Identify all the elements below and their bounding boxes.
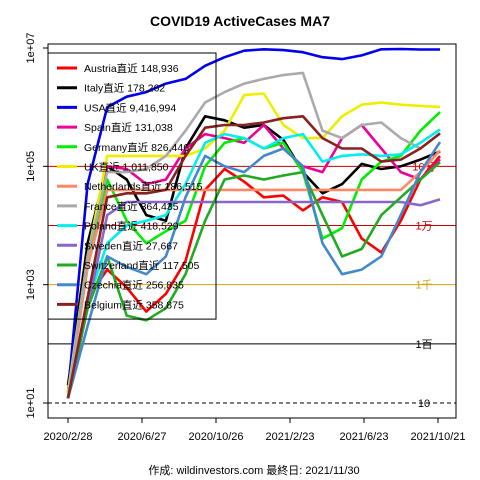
plot-series: [66, 47, 442, 399]
legend-label: UK直近 1,011,850: [84, 161, 169, 174]
legend: Austria直近 148,936 Italy直近 178,262 USA直近 9,…: [47, 52, 217, 320]
legend-label: Spain直近 131,038: [84, 121, 173, 134]
reference-line-label: 1千: [415, 279, 432, 292]
y-axis: 1e+01 1e+03 1e+05 1e+07: [25, 33, 48, 419]
x-tick-label: 2021/10/21: [410, 431, 465, 443]
legend-label: Poland直近 418,529: [84, 220, 179, 233]
series-line-sweden: [66, 198, 441, 399]
chart-caption: 作成: wildinvestors.com 最終日: 2021/11/30: [148, 463, 359, 477]
series-line-poland: [66, 128, 441, 399]
legend-label: Belgium直近 358,875: [84, 298, 184, 311]
series-line-switzerland: [66, 161, 441, 399]
x-tick-label: 2020/10/26: [188, 431, 243, 443]
reference-line-label: 1万: [415, 221, 432, 233]
series-line-belgium: [66, 115, 441, 399]
series-line-uk: [66, 92, 441, 393]
y-tick-label: 1e+05: [25, 151, 37, 182]
x-axis: 2020/2/28 2020/6/27 2020/10/26 2021/2/23 202…: [44, 418, 466, 443]
series-line-italy: [66, 115, 441, 386]
y-tick-label: 1e+03: [25, 269, 37, 300]
legend-label: Czechia直近 256,835: [84, 279, 184, 292]
series-line-netherlands: [66, 149, 441, 399]
y-tick-label: 1e+01: [25, 388, 37, 419]
legend-box: [47, 52, 217, 320]
legend-label: France直近 364,435: [84, 200, 179, 213]
x-tick-label: 2021/2/23: [266, 431, 315, 443]
x-tick-label: 2020/2/28: [44, 431, 93, 443]
series-line-usa: [66, 47, 440, 393]
legend-label: Netherlands直近 186,515: [84, 180, 203, 193]
legend-label: Sweden直近 27,667: [84, 239, 178, 252]
reference-line-label: 1百: [415, 339, 432, 351]
x-tick-label: 2020/6/27: [118, 431, 167, 443]
reference-line-label: 10: [418, 398, 430, 410]
legend-label: USA直近 9,416,994: [84, 101, 176, 114]
series-line-france: [66, 71, 441, 399]
x-tick-label: 2021/6/23: [340, 431, 389, 443]
legend-label: Switzerland直近 117,505: [84, 259, 200, 272]
legend-label: Austria直近 148,936: [84, 62, 179, 75]
legend-label: Germany直近 826,446: [84, 141, 189, 154]
y-tick-label: 1e+07: [25, 33, 37, 64]
series-line-czechia: [66, 141, 442, 399]
legend-label: Italy直近 178,262: [84, 82, 165, 95]
chart-title: COVID19 ActiveCases MA7: [150, 13, 330, 29]
